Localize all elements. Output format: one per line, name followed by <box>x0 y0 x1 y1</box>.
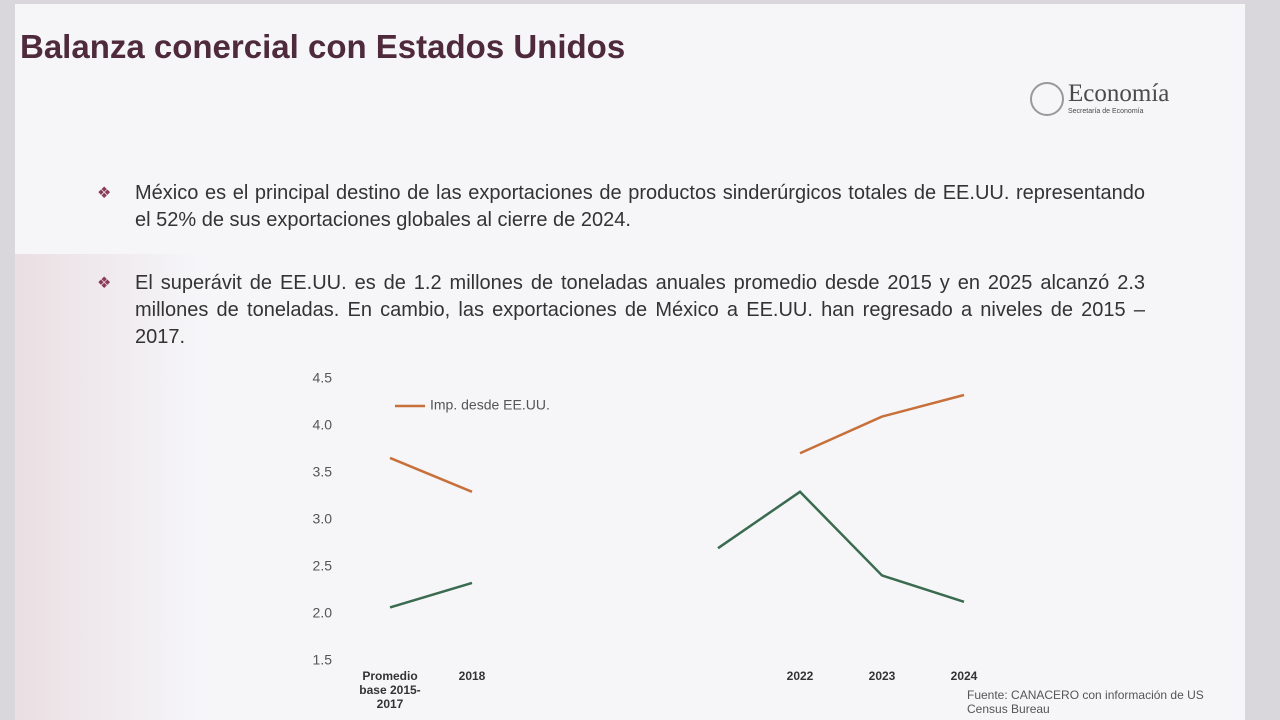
y-tick-label: 3.5 <box>313 464 333 480</box>
logo-text: Economía <box>1068 80 1170 107</box>
y-tick-label: 1.5 <box>313 652 333 668</box>
slide: Balanza conercial con Estados Unidos Eco… <box>15 4 1245 720</box>
y-tick-label: 2.5 <box>313 558 333 574</box>
y-tick-label: 3.0 <box>313 511 333 527</box>
bullet: México es el principal destino de las ex… <box>97 180 1145 234</box>
chart-svg: 1.5 2.0 2.5 3.0 3.5 4.0 4.5 Imp. desde EE.UU. <box>313 370 965 668</box>
bullet: El superávit de EE.UU. es de 1.2 millone… <box>97 270 1145 351</box>
y-tick-label: 2.0 <box>313 605 333 621</box>
x-tick-label: 2018 <box>458 669 486 683</box>
y-tick-label: 4.0 <box>313 417 333 433</box>
y-tick-label: 4.5 <box>313 370 333 386</box>
series-line <box>389 393 965 493</box>
source: Fuente: CANACERO con información de US C… <box>967 688 1204 716</box>
x-tick-label: 2024 <box>950 669 978 683</box>
logo-subtitle: Secretaría de Economía <box>1068 108 1144 115</box>
chart: 1.5 2.0 2.5 3.0 3.5 4.0 4.5 Imp. desde EE.UU. P… <box>15 4 1245 720</box>
seal <box>1030 82 1064 116</box>
logo: Economía Secretaría de Economía <box>1030 80 1170 116</box>
x-tick-label: 2022 <box>786 669 814 683</box>
legend-label: Imp. desde EE.UU. <box>430 397 550 413</box>
x-tick-label: Promedio base 2015-2017 <box>359 669 421 711</box>
x-tick-label: 2023 <box>868 669 896 683</box>
title: Balanza conercial con Estados Unidos <box>20 28 626 65</box>
series-line <box>389 490 965 609</box>
